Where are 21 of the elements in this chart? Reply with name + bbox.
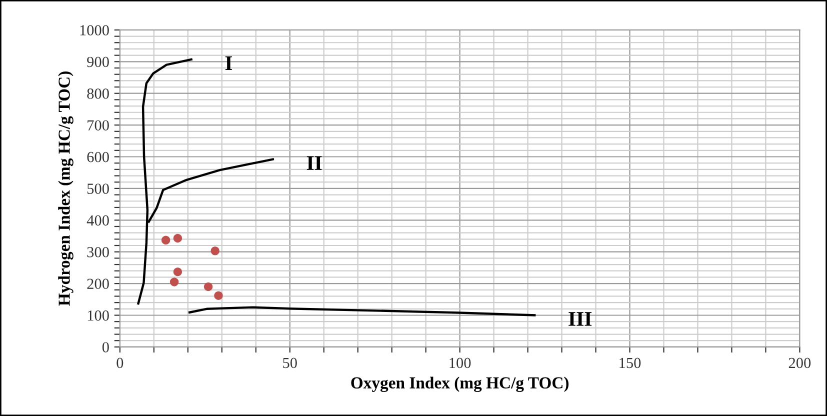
series-label: II [306,156,322,170]
x-tick-label: 200 [788,358,811,368]
x-tick-label: 150 [620,358,641,368]
y-tick-label: 500 [87,184,109,194]
y-tick-label: 800 [87,88,109,99]
x-axis-title: Oxygen Index (mg HC/g TOC) [351,376,569,392]
series-label: I [225,56,232,70]
y-tick-label: 700 [88,120,109,130]
x-tick-label: 50 [283,358,297,368]
y-tick-label: 100 [88,310,109,321]
y-tick-label: 1000 [80,25,109,36]
y-tick-label: 600 [87,152,109,162]
x-tick-label: 0 [116,358,124,368]
series-label: III [568,312,592,326]
y-tick-label: 400 [86,215,109,226]
x-tick-label: 100 [450,358,471,368]
y-tick-label: 300 [87,246,109,258]
y-tick-label: 0 [102,342,109,352]
y-tick-label: 200 [87,278,109,289]
y-axis-title: Hydrogen Index (mg HC/g TOC) [58,72,74,306]
y-tick-label: 900 [87,56,109,68]
